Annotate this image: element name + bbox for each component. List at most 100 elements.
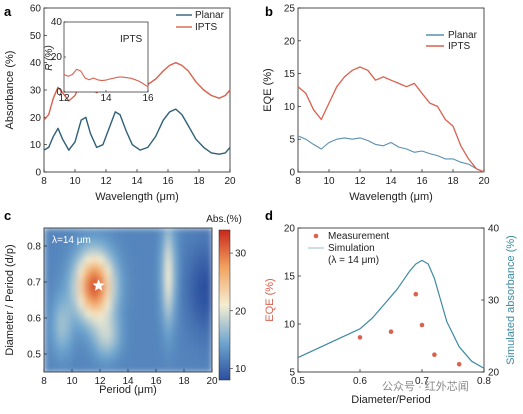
heatmap-cell	[64, 262, 72, 270]
legend-planar-label: Planar	[448, 30, 478, 41]
heatmap-cell	[138, 241, 146, 250]
inset-y-tick-label: 40	[51, 17, 63, 28]
heatmap-cell	[191, 234, 200, 243]
heatmap-cell	[124, 255, 132, 263]
right-y-tick-label: 40	[488, 224, 500, 235]
heatmap-cell	[185, 255, 193, 263]
heatmap-cell	[205, 324, 212, 332]
heatmap-cell	[205, 303, 212, 311]
heatmap-cell	[91, 241, 99, 250]
heatmap-cell	[117, 282, 126, 291]
heatmap-cell	[138, 344, 146, 353]
heatmap-cell	[84, 282, 92, 291]
heatmap-cell	[97, 330, 106, 339]
heatmap-cell	[138, 337, 146, 346]
heatmap-cell	[64, 317, 72, 325]
heatmap-cell	[205, 351, 212, 359]
y-tick-label: 25	[284, 4, 296, 15]
heatmap-cell	[124, 282, 132, 291]
right-y-tick-label: 20	[488, 368, 500, 379]
heatmap-cell	[185, 228, 193, 236]
heatmap-cell	[70, 310, 79, 318]
y-tick-label: 0	[35, 168, 41, 179]
heatmap-cell	[158, 276, 166, 284]
heatmap-cell	[131, 337, 139, 346]
heatmap-cell	[131, 351, 139, 359]
heatmap-cell	[104, 303, 112, 311]
inset-y-tick-label: 20	[51, 52, 63, 63]
heatmap-cell	[151, 330, 159, 339]
optimum-star-marker	[92, 279, 105, 291]
heatmap-cell	[91, 344, 99, 353]
heatmap-cell	[198, 358, 206, 366]
heatmap-cell	[44, 228, 52, 236]
panel-a-x-ticks: 8 10 12 14 16 18 20	[41, 169, 236, 187]
heatmap-cell	[84, 276, 92, 284]
heatmap-cell	[158, 351, 166, 359]
heatmap-cell	[57, 358, 65, 366]
heatmap-cell	[198, 289, 206, 298]
heatmap-cell	[84, 234, 92, 243]
heatmap-cell	[91, 337, 99, 346]
heatmap-cell	[111, 358, 119, 366]
heatmap-cell	[185, 234, 193, 243]
heatmap-cell	[131, 358, 139, 366]
heatmap-cell	[191, 303, 200, 311]
heatmap-cell	[97, 228, 106, 236]
heatmap-cell	[185, 303, 193, 311]
heatmap-cell	[64, 351, 72, 359]
heatmap-cell	[50, 303, 59, 311]
heatmap-cell	[138, 365, 146, 372]
heatmap-cell	[198, 324, 206, 332]
panel-c-y-ticks: 0.5 0.6 0.7 0.8	[27, 242, 47, 361]
x-tick-label: 12	[354, 176, 366, 187]
heatmap-cell	[77, 282, 85, 291]
heatmap-cell	[117, 262, 126, 270]
heatmap-cell	[158, 269, 166, 277]
heatmap-cell	[164, 248, 173, 257]
heatmap-cell	[104, 296, 112, 305]
heatmap-cell	[50, 358, 59, 366]
heatmap-cell	[84, 324, 92, 332]
heatmap-cell	[138, 255, 146, 263]
heatmap-cell	[158, 282, 166, 291]
heatmap-cell	[70, 289, 79, 298]
heatmap-cell	[84, 365, 92, 372]
heatmap-cell	[138, 282, 146, 291]
heatmap-cell	[171, 241, 179, 250]
heatmap-cell	[84, 337, 92, 346]
colorbar-ticks: 10 20 30	[230, 249, 247, 375]
heatmap-cell	[91, 269, 99, 277]
heatmap-cell	[64, 324, 72, 332]
heatmap-cell	[178, 344, 186, 353]
x-tick-label: 20	[206, 376, 218, 387]
heatmap-cell	[131, 228, 139, 236]
heatmap-cell	[151, 317, 159, 325]
heatmap-cell	[111, 324, 119, 332]
y-tick-label: 5	[289, 368, 295, 379]
heatmap-cell	[91, 276, 99, 284]
heatmap-cell	[84, 303, 92, 311]
heatmap-cell	[97, 241, 106, 250]
heatmap-cell	[84, 296, 92, 305]
heatmap-cell	[124, 310, 132, 318]
heatmap-cell	[191, 269, 200, 277]
heatmap-cell	[57, 289, 65, 298]
heatmap-cell	[70, 248, 79, 257]
heatmap-cell	[104, 330, 112, 339]
heatmap-cell	[198, 241, 206, 250]
heatmap-cell	[164, 289, 173, 298]
heatmap-cell	[91, 330, 99, 339]
heatmap-cell	[131, 248, 139, 257]
heatmap-cell	[97, 344, 106, 353]
heatmap-cell	[151, 262, 159, 270]
heatmap-cell	[57, 330, 65, 339]
heatmap-cell	[144, 351, 153, 359]
heatmap-cell	[198, 365, 206, 372]
heatmap-cell	[111, 269, 119, 277]
heatmap-cell	[191, 337, 200, 346]
x-tick-label: 10	[66, 376, 78, 387]
heatmap-cell	[171, 358, 179, 366]
heatmap-cell	[50, 296, 59, 305]
heatmap-cell	[151, 282, 159, 291]
